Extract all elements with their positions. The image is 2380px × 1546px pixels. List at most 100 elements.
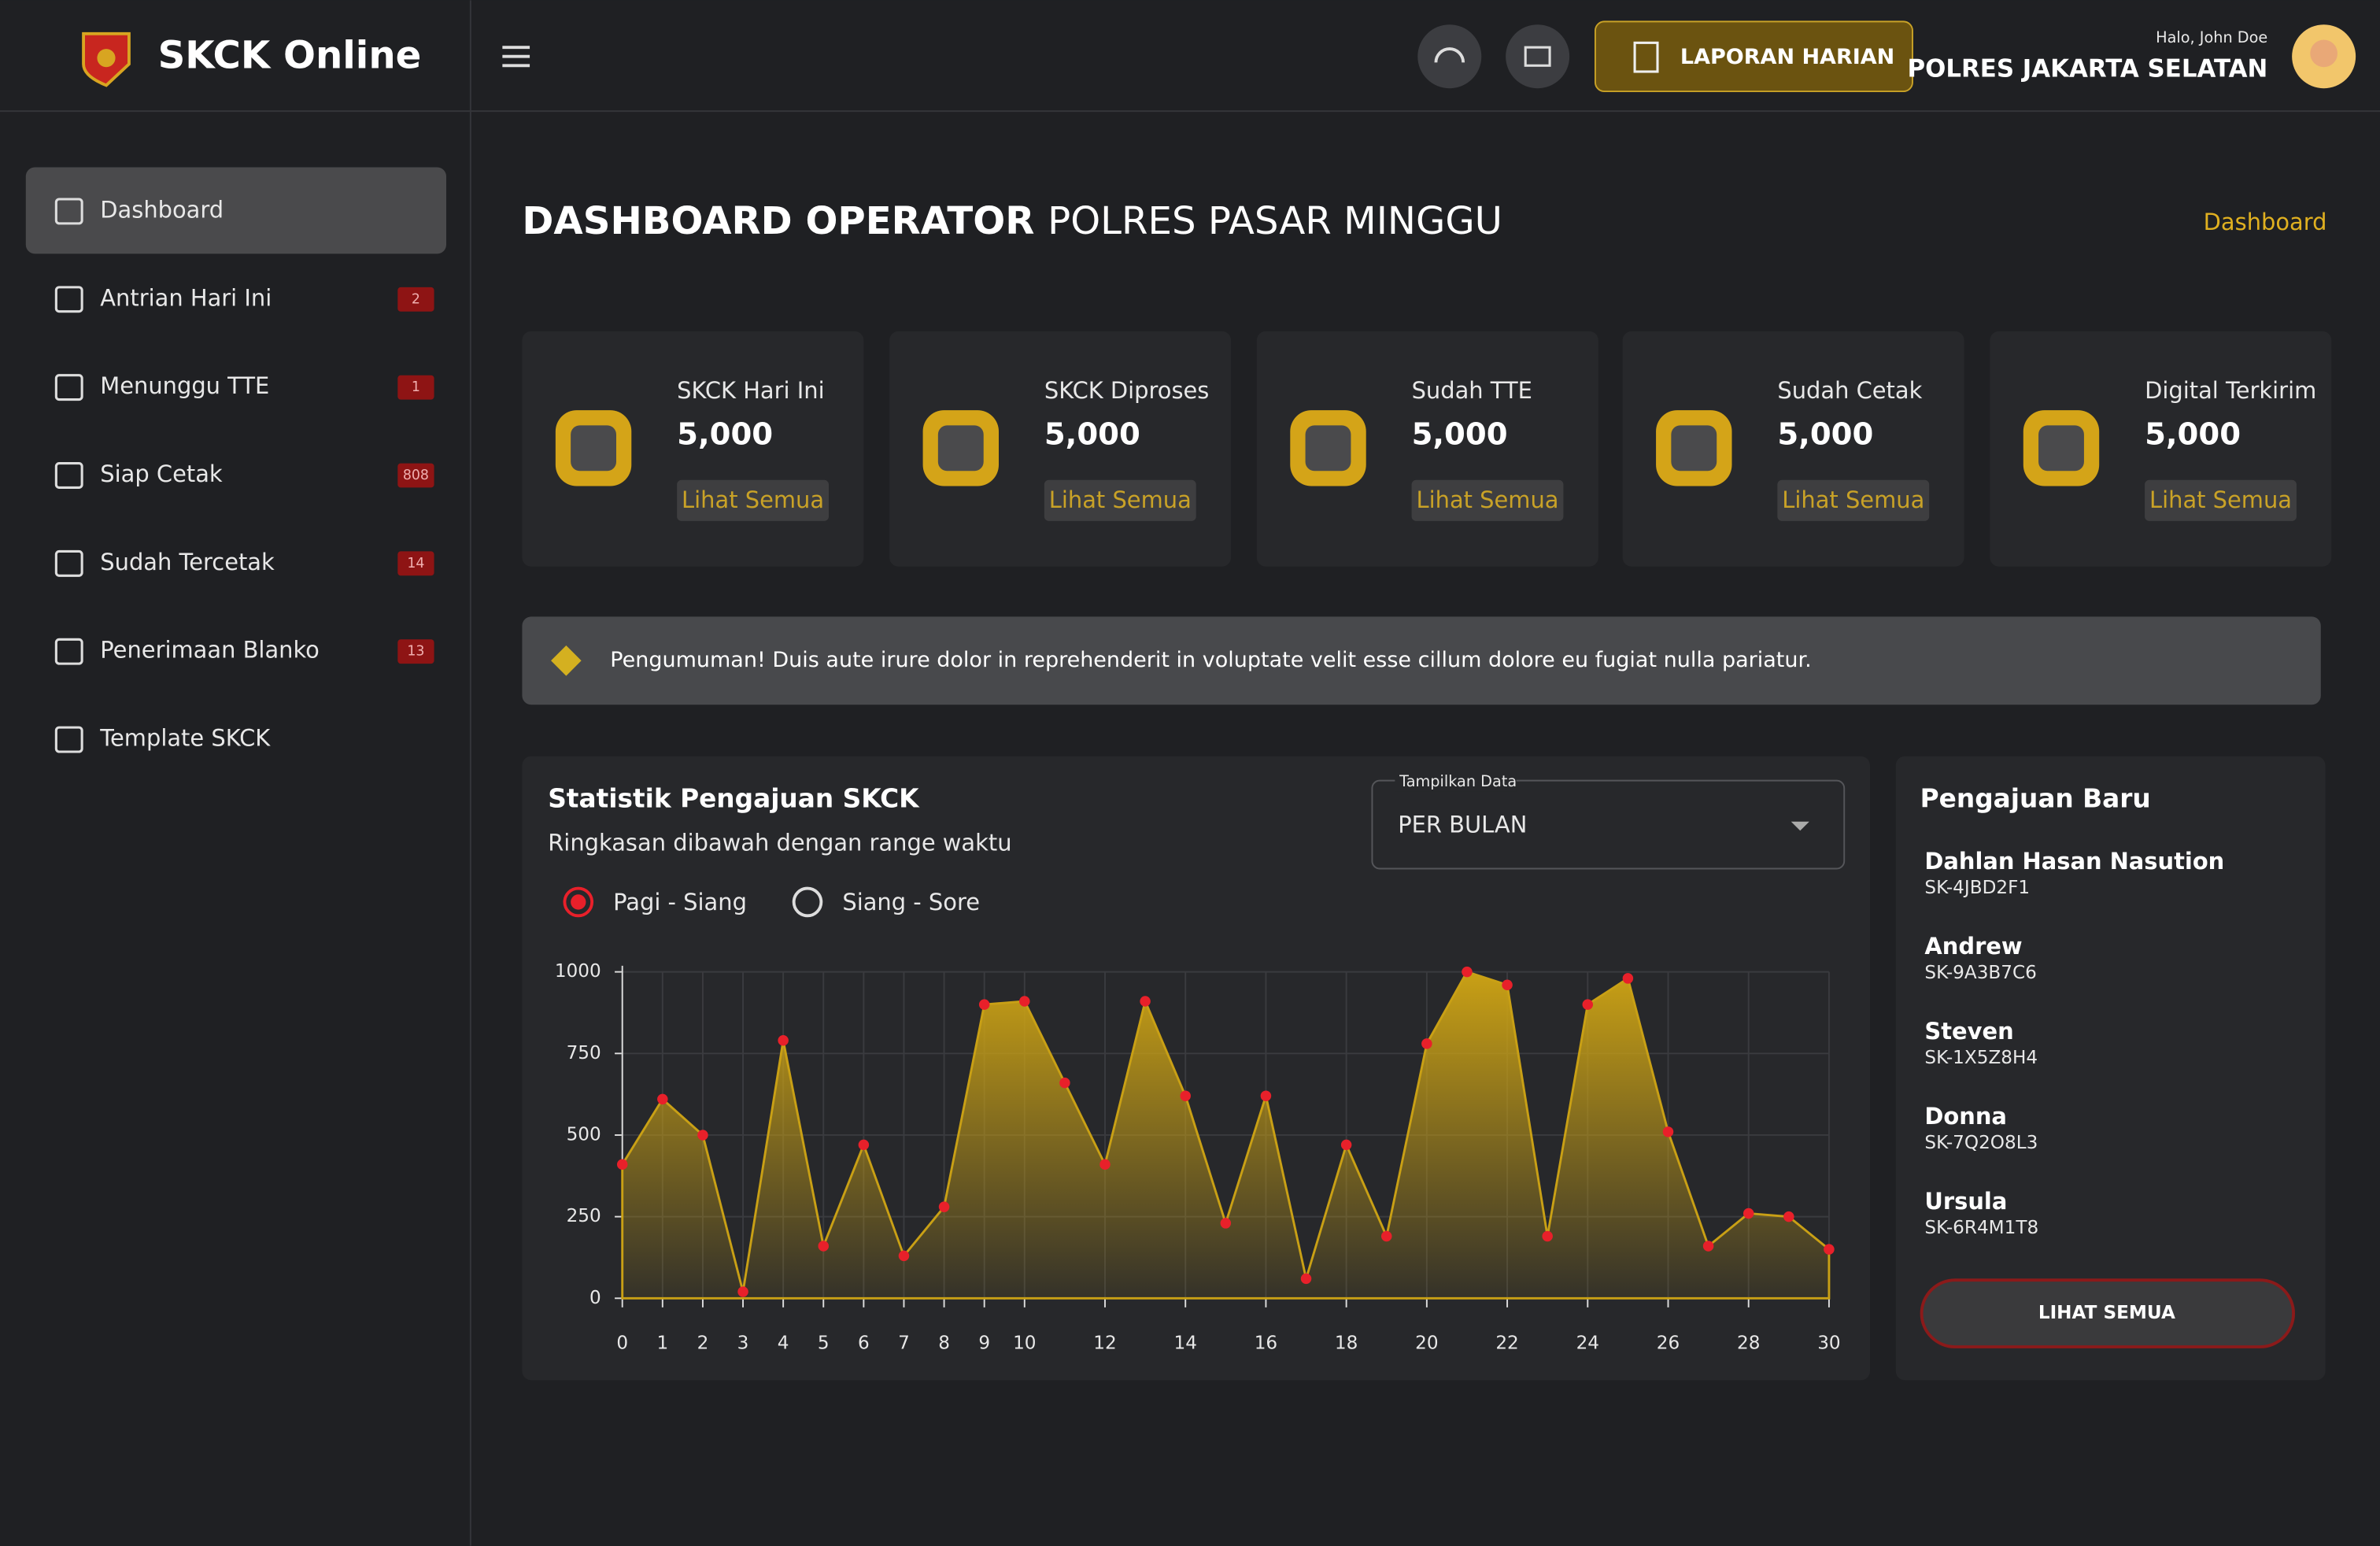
applicant-name[interactable]: Dahlan Hasan Nasution <box>1924 848 2224 875</box>
x-tick-label: 16 <box>1255 1333 1277 1354</box>
menu-badge-text: 808 <box>403 468 429 483</box>
card-link[interactable]: Lihat Semua <box>1049 486 1192 513</box>
x-tick-label: 9 <box>978 1333 990 1354</box>
menu-label[interactable]: Siap Cetak <box>100 460 223 487</box>
view-all-button[interactable] <box>1920 1278 2295 1348</box>
x-tick-label: 20 <box>1415 1333 1438 1354</box>
applicant-code: SK-6R4M1T8 <box>1924 1218 2038 1238</box>
data-point <box>1381 1230 1392 1242</box>
card-link[interactable]: Lihat Semua <box>1782 486 1924 513</box>
applicant-name[interactable]: Donna <box>1924 1103 2007 1130</box>
select-value: PER BULAN <box>1398 812 1527 838</box>
data-point <box>938 1201 950 1212</box>
card-title: SKCK Diproses <box>1044 377 1210 404</box>
menu-icon <box>54 374 83 401</box>
menu-label[interactable]: Template SKCK <box>99 725 271 752</box>
menu-label[interactable]: Dashboard <box>100 196 224 223</box>
card-link-bg[interactable] <box>1777 479 1930 521</box>
data-point <box>1421 1038 1432 1049</box>
mail-icon <box>1524 46 1551 67</box>
y-tick-label: 500 <box>567 1124 601 1145</box>
menu-icon <box>54 726 83 753</box>
applicant-name[interactable]: Ursula <box>1924 1188 2007 1215</box>
menu-icon <box>54 549 83 577</box>
data-point <box>1059 1077 1070 1089</box>
breadcrumb[interactable]: Dashboard <box>2204 209 2327 235</box>
radio-selected[interactable] <box>563 886 594 918</box>
menu-label[interactable]: Penerimaan Blanko <box>100 637 320 664</box>
menu-badge-text: 13 <box>407 644 424 660</box>
data-point <box>898 1250 910 1262</box>
select-caret <box>1791 821 1809 831</box>
x-tick-label: 12 <box>1093 1333 1116 1354</box>
applicant-name[interactable]: Andrew <box>1924 933 2022 960</box>
card-link-bg[interactable] <box>1044 479 1196 521</box>
data-point <box>1582 999 1594 1010</box>
radio-label: Siang - Sore <box>842 889 980 915</box>
select-box[interactable] <box>1371 779 1846 870</box>
card-link[interactable]: Lihat Semua <box>2149 486 2292 513</box>
announcement-box <box>522 616 2321 705</box>
title-light: POLRES PASAR MINGGU <box>1048 199 1502 243</box>
menu-badge-text: 14 <box>407 556 424 571</box>
menu-label[interactable]: Sudah Tercetak <box>100 549 275 575</box>
stats-subtitle: Ringkasan dibawah dengan range waktu <box>548 830 1011 856</box>
data-point <box>1542 1230 1553 1242</box>
data-point <box>1743 1208 1754 1219</box>
x-tick-label: 0 <box>616 1333 628 1354</box>
data-point <box>1462 966 1473 978</box>
applicant-code: SK-7Q2O8L3 <box>1924 1133 2038 1153</box>
greeting: Halo, John Doe <box>2156 28 2267 46</box>
menu-label[interactable]: Menunggu TTE <box>100 372 269 399</box>
unit-name: POLRES JAKARTA SELATAN <box>1908 55 2268 83</box>
support-button[interactable] <box>1417 24 1482 89</box>
card-link-bg[interactable] <box>2145 479 2297 521</box>
data-point <box>737 1286 748 1297</box>
logo-mark <box>97 49 116 68</box>
data-point <box>1502 979 1513 990</box>
data-point <box>657 1093 668 1105</box>
card-title: Sudah Cetak <box>1777 377 1922 404</box>
menu-icon <box>54 462 83 489</box>
data-point <box>1140 996 1151 1007</box>
card-title: SKCK Hari Ini <box>677 377 824 404</box>
page-title: DASHBOARD OPERATOR POLRES PASAR MINGGU <box>522 199 1502 243</box>
mail-button[interactable] <box>1506 24 1570 89</box>
card-link[interactable]: Lihat Semua <box>682 486 824 513</box>
x-tick-label: 10 <box>1013 1333 1036 1354</box>
card-value: 5,000 <box>1044 416 1140 452</box>
x-tick-label: 30 <box>1817 1333 1840 1354</box>
card-value: 5,000 <box>1777 416 1873 452</box>
x-tick-label: 24 <box>1576 1333 1599 1354</box>
card-icon <box>2038 425 2084 472</box>
applicant-name[interactable]: Steven <box>1924 1018 2013 1045</box>
report-icon <box>1633 41 1659 73</box>
radio[interactable] <box>792 886 823 918</box>
menu-label[interactable]: Antrian Hari Ini <box>100 284 272 311</box>
report-button[interactable] <box>1594 20 1913 93</box>
data-point <box>1824 1244 1835 1255</box>
y-tick-label: 750 <box>567 1043 601 1063</box>
data-point <box>1702 1241 1714 1252</box>
data-point <box>616 1159 628 1171</box>
menu-badge <box>397 551 434 576</box>
menu-toggle[interactable] <box>502 46 530 68</box>
radio-label: Pagi - Siang <box>613 889 747 915</box>
x-tick-label: 4 <box>778 1333 789 1354</box>
data-point <box>1220 1218 1232 1229</box>
x-tick-label: 7 <box>898 1333 910 1354</box>
recent-title: Pengajuan Baru <box>1920 784 2151 814</box>
applicant-code: SK-1X5Z8H4 <box>1924 1048 2038 1068</box>
y-tick-label: 0 <box>589 1288 601 1308</box>
card-link[interactable]: Lihat Semua <box>1416 486 1558 513</box>
card-link-bg[interactable] <box>677 479 829 521</box>
menu-badge-text: 1 <box>412 379 420 395</box>
menu-active[interactable] <box>25 167 447 254</box>
menu-icon <box>54 198 83 225</box>
x-tick-label: 6 <box>858 1333 870 1354</box>
x-tick-label: 26 <box>1657 1333 1680 1354</box>
stats-title: Statistik Pengajuan SKCK <box>548 784 920 814</box>
card-link-bg[interactable] <box>1411 479 1564 521</box>
